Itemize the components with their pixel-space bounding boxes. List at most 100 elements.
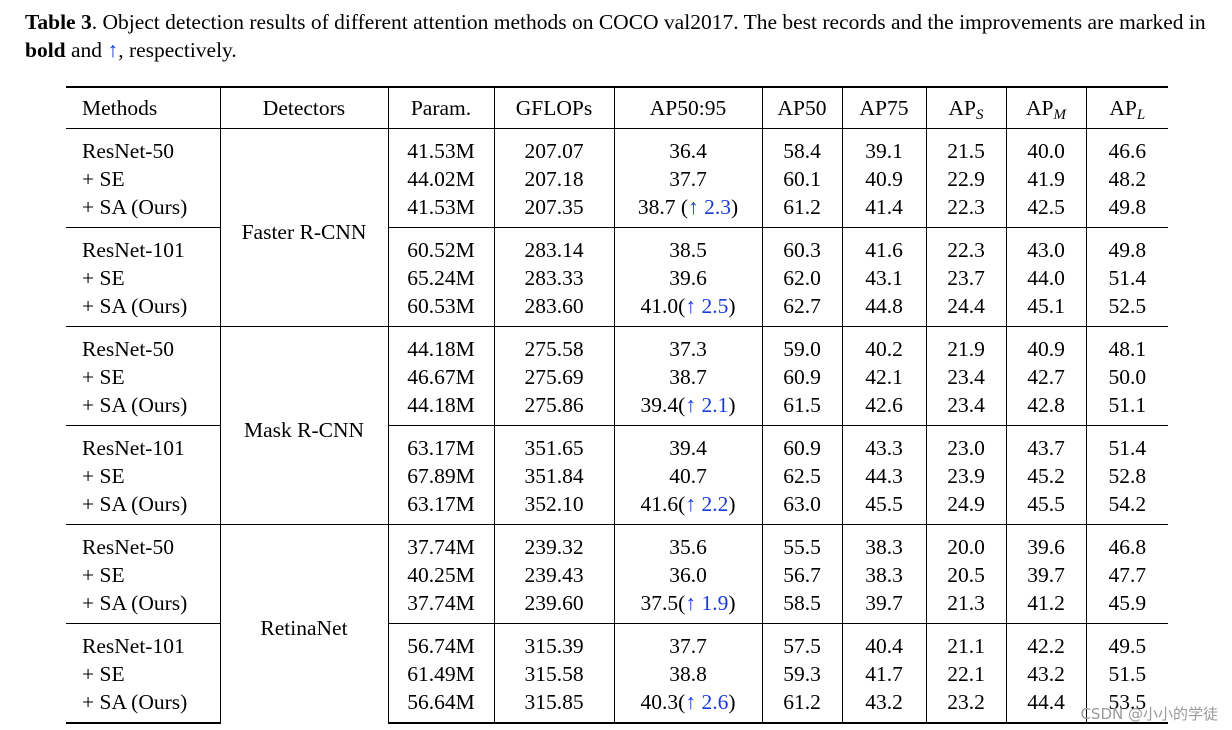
cell-aps: 21.9 [926,326,1007,363]
cell-gflops: 207.07 [494,128,615,165]
cell-ap75: 44.3 [842,462,927,490]
cell-apl: 51.5 [1108,662,1147,686]
cell-ap50: 61.2 [762,193,843,228]
table-row: + SA (Ours) 63.17M 352.10 41.6(↑ 2.2) 63.0 45… [66,490,1168,525]
cell-ap: 37.5(↑ 1.9) [614,589,763,624]
cell-param: 41.53M [388,193,495,228]
cell-param: 37.74M [388,589,495,624]
cell-ap75: 43.2 [842,688,927,724]
cell-gflops: 315.58 [494,660,615,688]
cell-method: + SA (Ours) [66,589,221,624]
cell-method: + SA (Ours) [66,391,221,426]
table-row: + SE 67.89M 351.84 40.7 62.5 44.3 23.9 45.2 52.8 [66,462,1168,490]
cell-gflops: 283.14 [494,227,615,264]
cell-method: ResNet-101 [66,425,221,462]
improvement-label: (↑ 2.1) [678,393,736,417]
cell-apl: 51.4 [1108,266,1147,290]
table-row: ResNet-50 RetinaNet 37.74M 239.32 35.6 55.5 38… [66,524,1168,723]
improvement-label: (↑ 2.3) [675,195,739,219]
cell-method: + SA (Ours) [66,193,221,228]
cell-apm: 45.2 [1006,462,1087,490]
cell-gflops: 283.33 [494,264,615,292]
cell-param: 60.53M [388,292,495,327]
cell-aps: 20.0 [926,524,1007,561]
cell-ap: 39.4(↑ 2.1) [614,391,763,426]
cell-method: ResNet-50 [66,128,221,165]
cell-ap: 38.7 (↑ 2.3) [614,193,763,228]
cell-ap75: 43.3 [842,425,927,462]
cell-ap: 35.6 [614,524,763,561]
header-aps: APS [926,87,1007,129]
cell-ap50: 61.2 [762,688,843,724]
cell-apm: 43.7 [1006,425,1087,462]
cell-apm: 44.4 [1006,688,1087,724]
cell-detector: Mask R-CNN [220,326,389,525]
cell-gflops: 275.86 [494,391,615,426]
cell-apl: 48.2 [1108,167,1147,191]
cell-ap50: 62.7 [762,292,843,327]
cell-apl: 47.7 [1108,563,1147,587]
improvement-label: (↑ 2.2) [678,492,736,516]
cell-gflops: 239.43 [494,561,615,589]
cell-aps: 24.9 [926,490,1007,525]
cell-apl: 52.5 [1108,294,1147,318]
cell-method: + SE [66,561,221,589]
cell-apl: 51.4 [1086,425,1168,462]
table-row: ResNet-101 60.52M 283.14 38.5 60.3 41.6 22.3 43… [66,227,1168,264]
cell-ap75: 44.8 [842,292,927,327]
cell-aps: 23.4 [926,391,1007,426]
header-ap75: AP75 [842,87,927,129]
cell-method: + SE [66,363,221,391]
cell-param: 41.53M [388,128,495,165]
cell-aps: 22.3 [926,227,1007,264]
cell-ap75: 40.4 [842,623,927,660]
cell-gflops: 239.32 [494,524,615,561]
cell-detector: Faster R-CNN [220,128,389,327]
cell-param: 44.18M [388,391,495,426]
table-row: + SA (Ours) 56.64M 315.85 40.3(↑ 2.6) 61.2 43… [66,688,1168,724]
cell-apl: 48.1 [1108,337,1147,361]
cell-ap: 36.0 [614,561,763,589]
cell-ap50: 61.5 [762,391,843,426]
caption-label: Table 3 [25,10,92,34]
cell-ap: 39.6 [614,264,763,292]
cell-method: + SE [66,462,221,490]
cell-gflops: 275.69 [494,363,615,391]
cell-method: + SE [66,660,221,688]
cell-ap50: 55.5 [762,524,843,561]
cell-ap50: 62.0 [762,264,843,292]
cell-apl: 49.8 [1086,227,1168,264]
cell-gflops: 315.85 [494,688,615,724]
cell-aps: 23.4 [926,363,1007,391]
cell-ap: 38.8 [614,660,763,688]
table-row: + SE 40.25M 239.43 36.0 56.7 38.3 20.5 39.7 47.7 [66,561,1168,589]
cell-aps: 21.3 [926,589,1007,624]
table-row: + SE 61.49M 315.58 38.8 59.3 41.7 22.1 43.2 51.5 [66,660,1168,688]
cell-apm: 45.1 [1006,292,1087,327]
table-row: + SE 65.24M 283.33 39.6 62.0 43.1 23.7 44.0 51.4 [66,264,1168,292]
header-methods: Methods [66,87,221,129]
cell-gflops: 239.60 [494,589,615,624]
cell-aps: 24.4 [926,292,1007,327]
cell-apm: 40.0 [1006,128,1087,165]
cell-apm: 45.5 [1006,490,1087,525]
cell-ap50: 60.1 [762,165,843,193]
cell-apl: 52.8 [1108,464,1147,488]
header-apl: APL [1109,96,1146,123]
cell-param: 37.74M [388,524,495,561]
cell-apl: 50.0 [1108,365,1147,389]
header-ap50: AP50 [762,87,843,129]
cell-gflops: 352.10 [494,490,615,525]
cell-apm: 42.2 [1006,623,1087,660]
cell-ap75: 42.1 [842,363,927,391]
cell-ap: 41.0(↑ 2.5) [614,292,763,327]
cell-ap: 37.7 [614,165,763,193]
cell-ap: 41.6(↑ 2.2) [614,490,763,525]
cell-method: + SA (Ours) [66,292,221,327]
cell-apm: 41.9 [1006,165,1087,193]
cell-apl: 49.5 [1086,623,1168,660]
cell-ap50: 62.5 [762,462,843,490]
cell-param: 44.18M [388,326,495,363]
cell-aps: 22.3 [926,193,1007,228]
improvement-label: (↑ 1.9) [678,591,736,615]
